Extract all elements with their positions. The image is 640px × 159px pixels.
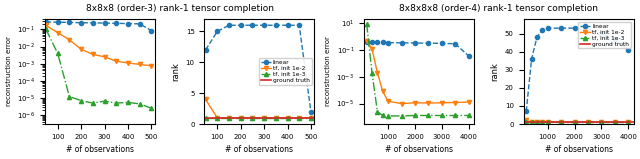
tf, init 1e-2 <box>533 121 541 123</box>
ground truth <box>517 121 525 123</box>
linear <box>584 29 592 31</box>
tf, init 1e-2 <box>307 117 315 119</box>
linear <box>202 49 209 51</box>
ground truth <box>190 117 198 119</box>
tf, init 1e-2 <box>296 117 303 119</box>
tf, init 1e-2 <box>272 117 280 119</box>
tf, init 1e-3 <box>528 121 536 123</box>
tf, init 1e-3 <box>248 117 256 119</box>
Y-axis label: rank: rank <box>490 62 499 81</box>
tf, init 1e-3 <box>213 117 221 119</box>
tf, init 1e-2 <box>538 121 546 123</box>
linear <box>213 31 221 32</box>
tf, init 1e-2 <box>225 117 233 119</box>
tf, init 1e-3 <box>533 121 541 123</box>
X-axis label: # of observations: # of observations <box>545 145 612 154</box>
tf, init 1e-2 <box>584 121 592 123</box>
tf, init 1e-2 <box>544 121 552 123</box>
tf, init 1e-2 <box>202 98 209 100</box>
tf, init 1e-3 <box>225 117 233 119</box>
linear <box>260 24 268 26</box>
tf, init 1e-3 <box>272 117 280 119</box>
tf, init 1e-3 <box>557 121 565 123</box>
linear <box>625 49 632 51</box>
Line: tf, init 1e-2: tf, init 1e-2 <box>204 97 313 120</box>
linear <box>598 33 605 35</box>
linear <box>225 24 233 26</box>
Text: 8x8x8x8 (order-4) rank-1 tensor completion: 8x8x8x8 (order-4) rank-1 tensor completi… <box>399 4 598 13</box>
Line: linear: linear <box>524 26 630 113</box>
tf, init 1e-3 <box>522 121 530 123</box>
tf, init 1e-3 <box>260 117 268 119</box>
linear <box>538 29 546 31</box>
tf, init 1e-2 <box>237 117 244 119</box>
tf, init 1e-2 <box>260 117 268 119</box>
linear <box>571 27 579 29</box>
tf, init 1e-3 <box>284 117 291 119</box>
tf, init 1e-2 <box>528 121 536 123</box>
linear <box>528 58 536 60</box>
tf, init 1e-2 <box>611 121 619 123</box>
Text: 8x8x8 (order-3) rank-1 tensor completion: 8x8x8 (order-3) rank-1 tensor completion <box>86 4 274 13</box>
linear <box>284 24 291 26</box>
Line: tf, init 1e-3: tf, init 1e-3 <box>204 116 313 120</box>
tf, init 1e-2 <box>248 117 256 119</box>
linear <box>237 24 244 26</box>
tf, init 1e-3 <box>611 121 619 123</box>
linear <box>557 27 565 29</box>
tf, init 1e-2 <box>625 121 632 123</box>
tf, init 1e-2 <box>571 121 579 123</box>
tf, init 1e-2 <box>557 121 565 123</box>
linear <box>544 27 552 29</box>
tf, init 1e-3 <box>538 121 546 123</box>
linear <box>522 110 530 112</box>
tf, init 1e-3 <box>584 121 592 123</box>
tf, init 1e-3 <box>544 121 552 123</box>
Line: tf, init 1e-3: tf, init 1e-3 <box>524 120 630 124</box>
tf, init 1e-3 <box>625 121 632 123</box>
tf, init 1e-2 <box>284 117 291 119</box>
X-axis label: # of observations: # of observations <box>66 145 134 154</box>
Line: tf, init 1e-2: tf, init 1e-2 <box>524 118 630 124</box>
Y-axis label: reconstruction error: reconstruction error <box>325 37 331 107</box>
tf, init 1e-2 <box>598 121 605 123</box>
ground truth <box>190 117 198 119</box>
tf, init 1e-3 <box>202 117 209 119</box>
linear <box>611 38 619 40</box>
linear <box>272 24 280 26</box>
Y-axis label: reconstruction error: reconstruction error <box>6 37 12 107</box>
X-axis label: # of observations: # of observations <box>225 145 293 154</box>
ground truth <box>517 121 525 123</box>
tf, init 1e-3 <box>571 121 579 123</box>
Legend: linear, tf, init 1e-2, tf, init 1e-3, ground truth: linear, tf, init 1e-2, tf, init 1e-3, gr… <box>578 22 630 48</box>
Y-axis label: rank: rank <box>171 62 180 81</box>
tf, init 1e-3 <box>598 121 605 123</box>
tf, init 1e-3 <box>237 117 244 119</box>
Legend: linear, tf, init 1e-2, tf, init 1e-3, ground truth: linear, tf, init 1e-2, tf, init 1e-3, gr… <box>259 58 312 85</box>
tf, init 1e-2 <box>522 119 530 121</box>
Line: linear: linear <box>204 23 313 114</box>
linear <box>307 111 315 113</box>
X-axis label: # of observations: # of observations <box>385 145 453 154</box>
linear <box>248 24 256 26</box>
tf, init 1e-3 <box>296 117 303 119</box>
tf, init 1e-3 <box>307 117 315 119</box>
linear <box>533 36 541 38</box>
tf, init 1e-2 <box>213 117 221 119</box>
linear <box>296 24 303 26</box>
